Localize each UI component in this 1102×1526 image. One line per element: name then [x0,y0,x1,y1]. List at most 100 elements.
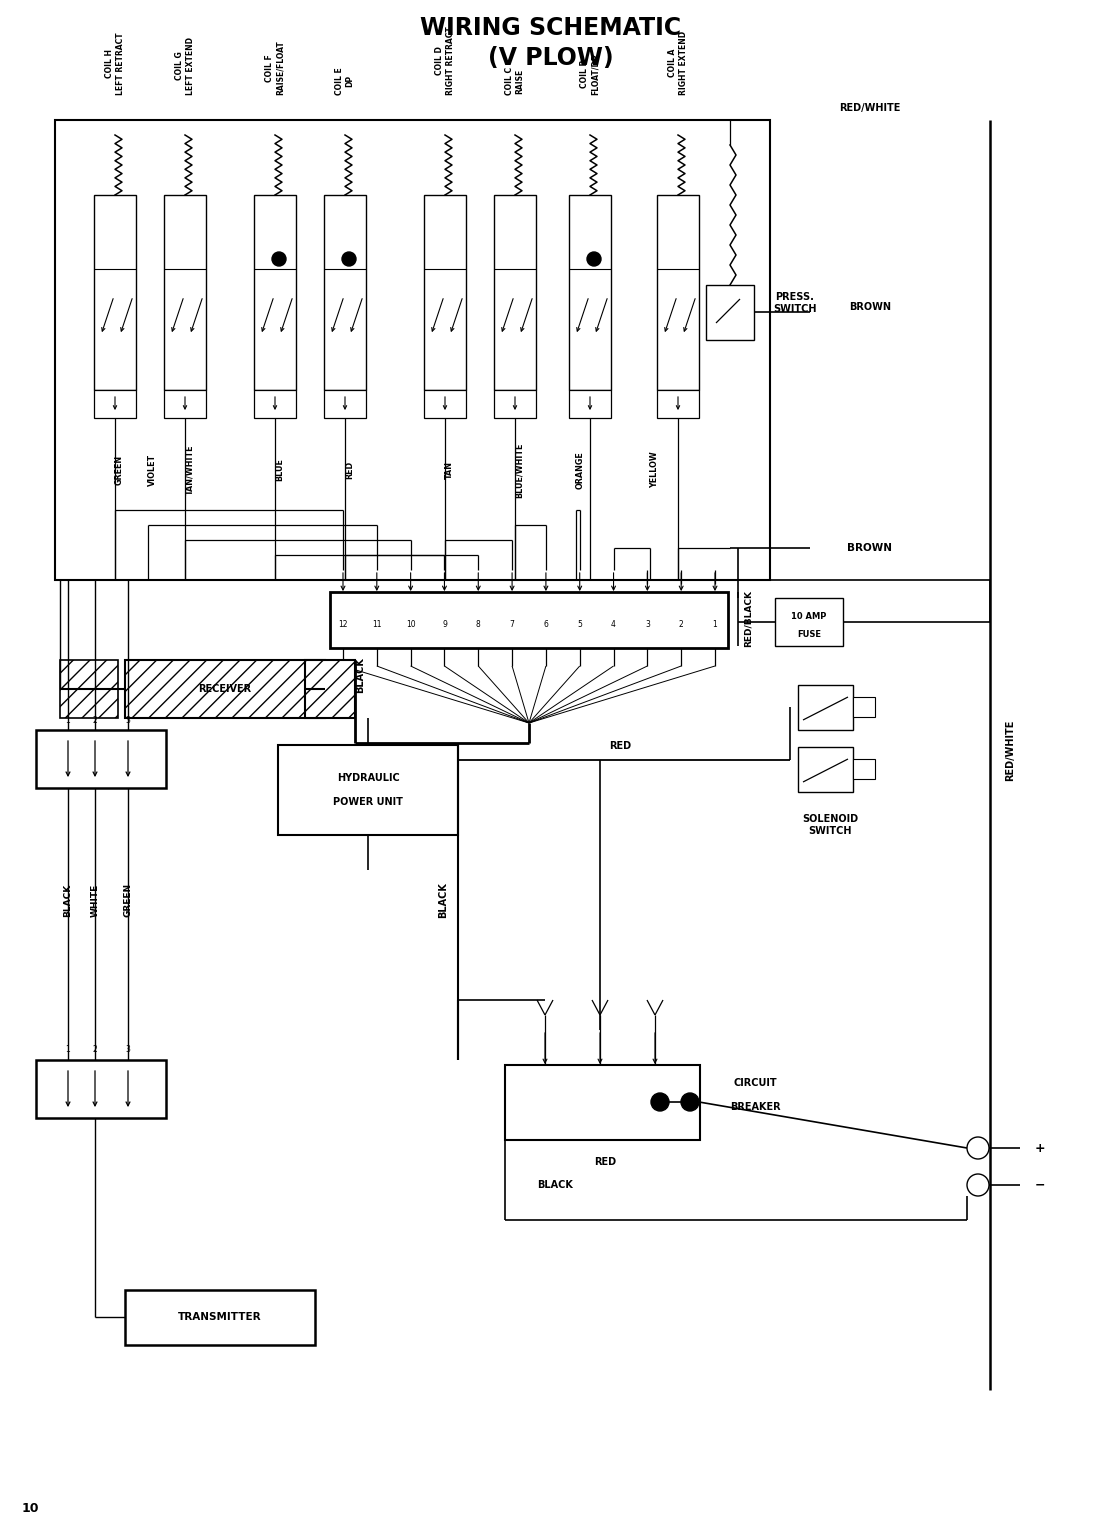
Text: COIL D
RIGHT RETRACT: COIL D RIGHT RETRACT [435,26,455,95]
Text: 7: 7 [509,620,515,629]
Bar [125,1289,315,1344]
Text: WIRING SCHEMATIC: WIRING SCHEMATIC [421,15,681,40]
Text: 8: 8 [476,620,480,629]
Text: PRESS.
SWITCH: PRESS. SWITCH [774,291,817,314]
Text: 1: 1 [66,1045,71,1054]
Bar [505,1065,700,1140]
Text: BLACK: BLACK [437,882,449,919]
Bar [36,729,166,787]
Text: 11: 11 [372,620,381,629]
Text: RED: RED [609,742,631,751]
Bar [55,121,770,580]
Circle shape [681,1093,699,1111]
Bar [657,391,699,418]
Text: VIOLET: VIOLET [148,453,156,487]
Bar [60,661,118,719]
Bar [164,195,206,391]
Text: RED/BLACK: RED/BLACK [744,589,753,647]
Bar [324,391,366,418]
Text: RED: RED [594,1157,616,1167]
Bar [253,195,296,391]
Text: RED/WHITE: RED/WHITE [840,102,900,113]
Text: 3: 3 [126,716,130,725]
Text: −: − [1035,1178,1046,1192]
Text: 4: 4 [612,620,616,629]
Bar [853,758,875,778]
Bar [278,745,458,835]
Circle shape [272,252,287,266]
Text: COIL C
RAISE: COIL C RAISE [506,67,525,95]
Text: RED/WHITE: RED/WHITE [1005,719,1015,781]
Text: BREAKER: BREAKER [730,1102,780,1112]
Text: 3: 3 [645,620,650,629]
Bar [305,661,355,719]
Text: BLACK: BLACK [355,658,365,693]
Bar [494,391,536,418]
Text: BLUE/WHITE: BLUE/WHITE [515,443,523,497]
Text: COIL G
LEFT EXTEND: COIL G LEFT EXTEND [175,37,195,95]
Text: COIL E
DP: COIL E DP [335,67,355,95]
Bar [36,1061,166,1119]
Text: (V PLOW): (V PLOW) [488,46,614,70]
Text: 2: 2 [93,1045,97,1054]
Text: 5: 5 [577,620,582,629]
Text: BLACK: BLACK [537,1180,573,1190]
Text: +: + [1035,1141,1046,1155]
Text: RECEIVER: RECEIVER [198,684,251,694]
Text: 2: 2 [679,620,683,629]
Circle shape [587,252,601,266]
Text: COIL H
LEFT RETRACT: COIL H LEFT RETRACT [106,32,125,95]
Text: BROWN: BROWN [847,543,893,552]
Text: 1: 1 [713,620,717,629]
Circle shape [342,252,356,266]
Bar [569,195,611,391]
Bar [775,598,843,645]
Text: BROWN: BROWN [849,302,892,311]
Bar [324,195,366,391]
Text: COIL F
RAISE/FLOAT: COIL F RAISE/FLOAT [266,40,284,95]
Text: SOLENOID
SWITCH: SOLENOID SWITCH [802,815,858,836]
Bar [164,391,206,418]
Text: 9: 9 [442,620,447,629]
Bar [569,391,611,418]
Text: YELLOW: YELLOW [650,452,659,488]
Bar [798,748,853,792]
Text: BLACK: BLACK [64,884,73,917]
Text: 10: 10 [22,1502,40,1514]
Bar [94,391,136,418]
Text: 12: 12 [338,620,348,629]
Bar [424,391,466,418]
Bar [706,285,754,340]
Text: CIRCUIT: CIRCUIT [733,1077,777,1088]
Text: FUSE: FUSE [797,630,821,638]
Text: TRANSMITTER: TRANSMITTER [179,1312,262,1322]
Text: 2: 2 [93,716,97,725]
Text: 1: 1 [66,716,71,725]
Text: GREEN: GREEN [115,455,125,485]
Text: GREEN: GREEN [123,884,132,917]
Bar [657,195,699,391]
Text: 10: 10 [406,620,415,629]
Bar [125,661,325,719]
Circle shape [651,1093,669,1111]
Bar [424,195,466,391]
Bar [253,391,296,418]
Text: 10 AMP: 10 AMP [791,612,826,621]
Text: 3: 3 [126,1045,130,1054]
Bar [494,195,536,391]
Bar [329,592,728,649]
Text: ORANGE: ORANGE [576,452,585,488]
Text: RED: RED [345,461,354,479]
Text: 6: 6 [543,620,549,629]
Text: COIL B
FLOAT/DP: COIL B FLOAT/DP [581,53,599,95]
Text: HYDRAULIC: HYDRAULIC [336,774,399,783]
Text: BLUE: BLUE [276,458,284,481]
Text: COIL A
RIGHT EXTEND: COIL A RIGHT EXTEND [668,31,688,95]
Bar [94,195,136,391]
Text: WHITE: WHITE [90,884,99,917]
Bar [798,685,853,729]
Text: TAN/WHITE: TAN/WHITE [185,444,194,496]
Text: TAN: TAN [445,461,454,479]
Text: POWER UNIT: POWER UNIT [333,797,403,807]
Bar [853,697,875,717]
